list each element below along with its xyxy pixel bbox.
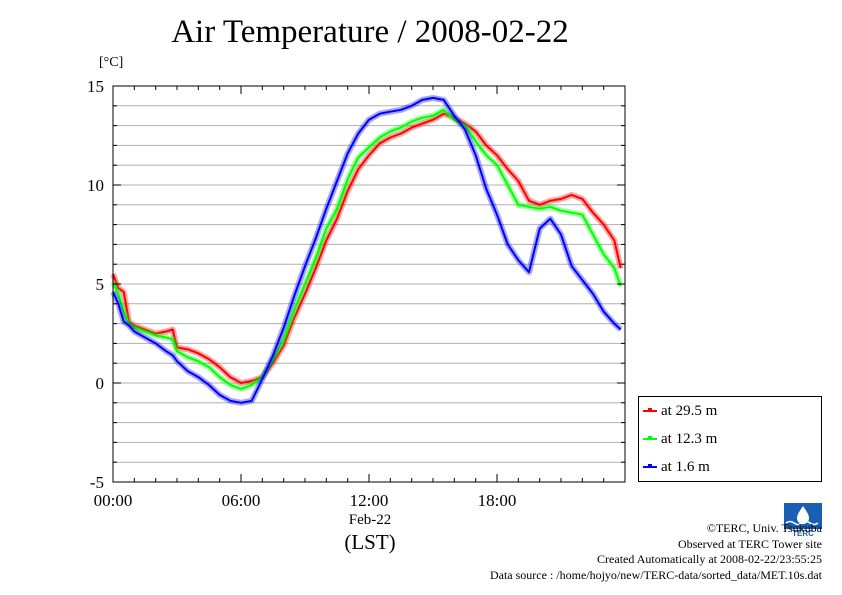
legend: at 29.5 m at 12.3 m at 1.6 m bbox=[638, 396, 822, 482]
legend-label: at 12.3 m bbox=[661, 430, 718, 447]
series-line-0 bbox=[112, 112, 622, 384]
legend-label: at 29.5 m bbox=[661, 402, 718, 419]
y-tick-label: 15 bbox=[87, 77, 104, 96]
x-tick-label: 12:00 bbox=[350, 491, 389, 510]
legend-swatch-green bbox=[643, 436, 657, 440]
y-tick-label: 0 bbox=[96, 374, 105, 393]
x-tick-label: 06:00 bbox=[222, 491, 261, 510]
series-line-1 bbox=[112, 108, 622, 390]
x-tick-label: 00:00 bbox=[94, 491, 133, 510]
chart-title: Air Temperature / 2008-02-22 bbox=[171, 14, 569, 50]
x-axis-label: (LST) bbox=[344, 530, 396, 554]
series-layer bbox=[110, 94, 624, 406]
logo-text: TERC bbox=[792, 529, 814, 537]
legend-swatch-red bbox=[643, 408, 657, 412]
credit-created: Created Automatically at 2008-02-22/23:5… bbox=[597, 552, 822, 566]
axis-layer: 15 10 5 0 -500:00 06:00 12:00 18:00 bbox=[87, 77, 626, 510]
y-axis-unit: [°C] bbox=[99, 55, 124, 70]
credits-block: ©TERC, Univ. Tsukuba Observed at TERC To… bbox=[490, 521, 822, 583]
x-tick-label: 18:00 bbox=[478, 491, 517, 510]
x-axis-date-label: Feb-22 bbox=[348, 512, 392, 528]
series-line-2 bbox=[112, 96, 622, 404]
y-tick-label: 5 bbox=[96, 275, 105, 294]
credit-source: Data source : /home/hojyo/new/TERC-data/… bbox=[489, 567, 822, 582]
series-halo-0 bbox=[110, 110, 624, 386]
credit-observed: Observed at TERC Tower site bbox=[677, 536, 822, 551]
y-tick-label: 10 bbox=[87, 176, 104, 195]
legend-item-12-3m: at 12.3 m bbox=[643, 429, 717, 449]
terc-logo-icon: TERC bbox=[784, 503, 822, 537]
credit-copyright: ©TERC, Univ. Tsukuba bbox=[706, 521, 822, 535]
y-tick-label: -5 bbox=[90, 473, 104, 492]
legend-swatch-blue bbox=[643, 464, 657, 468]
legend-label: at 1.6 m bbox=[661, 458, 710, 475]
legend-item-1-6m: at 1.6 m bbox=[643, 457, 710, 477]
legend-item-29-5m: at 29.5 m bbox=[643, 401, 717, 421]
